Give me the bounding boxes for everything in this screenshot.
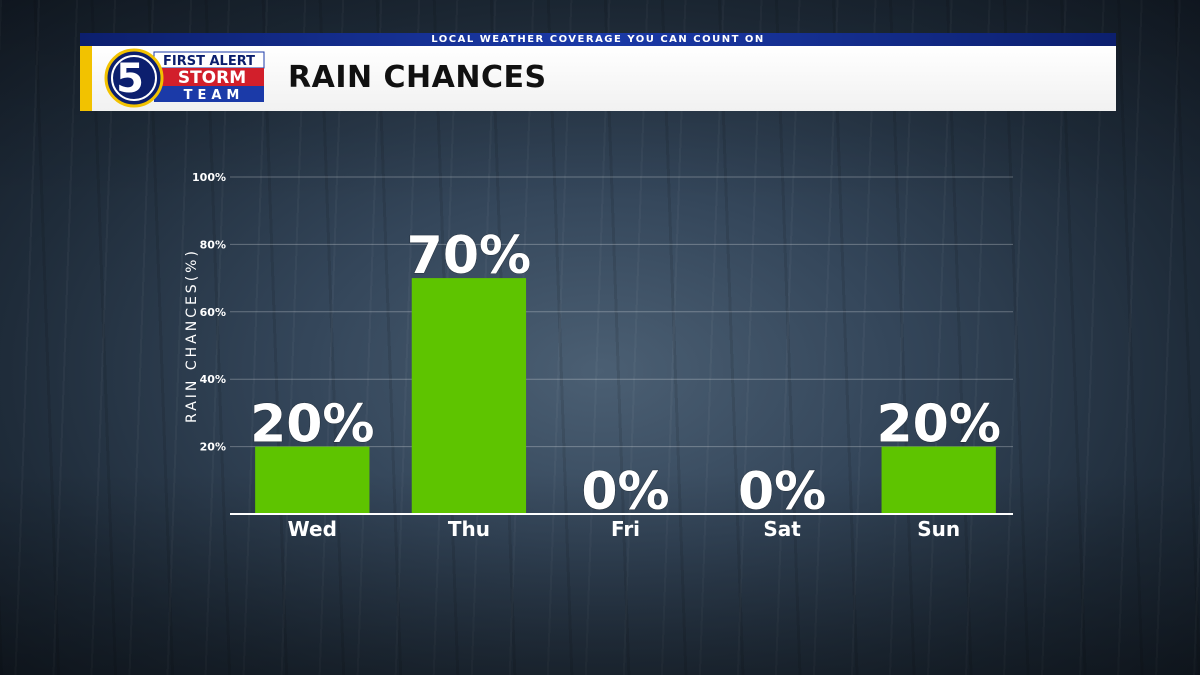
grid-lines bbox=[230, 176, 1013, 448]
logo-circle-icon bbox=[104, 48, 164, 108]
data-label-wed: 20% bbox=[250, 395, 374, 455]
category-label-thu: Thu bbox=[448, 517, 490, 541]
bar-thu bbox=[411, 278, 527, 514]
category-labels: Wed Thu Fri Sat Sun bbox=[288, 517, 960, 541]
data-label-thu: 70% bbox=[407, 226, 531, 286]
category-label-sat: Sat bbox=[763, 517, 801, 541]
logo-line3: TEAM bbox=[184, 88, 245, 103]
y-tick-label: 40% bbox=[200, 373, 226, 386]
page-title: RAIN CHANCES bbox=[288, 60, 547, 95]
data-label-fri: 0% bbox=[581, 462, 669, 522]
y-axis-label: RAIN CHANCES(%) bbox=[184, 248, 200, 423]
station-logo: FIRST ALERT STORM TEAM 5 bbox=[104, 48, 265, 108]
header-accent bbox=[80, 46, 92, 111]
header-banner: LOCAL WEATHER COVERAGE YOU CAN COUNT ON … bbox=[80, 33, 1116, 111]
data-labels: 20% 70% 0% 0% 20% bbox=[250, 226, 1002, 523]
tagline: LOCAL WEATHER COVERAGE YOU CAN COUNT ON bbox=[80, 33, 1116, 46]
category-label-sun: Sun bbox=[917, 517, 960, 541]
category-label-wed: Wed bbox=[288, 517, 337, 541]
bar-sun bbox=[881, 446, 996, 514]
bar-wed bbox=[255, 446, 370, 514]
logo-line2: STORM bbox=[178, 68, 246, 88]
logo-number: 5 bbox=[116, 56, 144, 102]
logo-line1: FIRST ALERT bbox=[163, 54, 255, 69]
y-tick-label: 20% bbox=[200, 441, 226, 454]
y-tick-label: 100% bbox=[192, 171, 226, 184]
bars bbox=[255, 278, 996, 514]
data-label-sun: 20% bbox=[876, 395, 1000, 455]
y-tick-label: 60% bbox=[200, 306, 226, 319]
y-tick-label: 80% bbox=[200, 238, 226, 251]
category-label-fri: Fri bbox=[611, 517, 640, 541]
data-label-sat: 0% bbox=[738, 462, 826, 522]
y-tick-labels: 20% 40% 60% 80% 100% bbox=[192, 171, 226, 454]
